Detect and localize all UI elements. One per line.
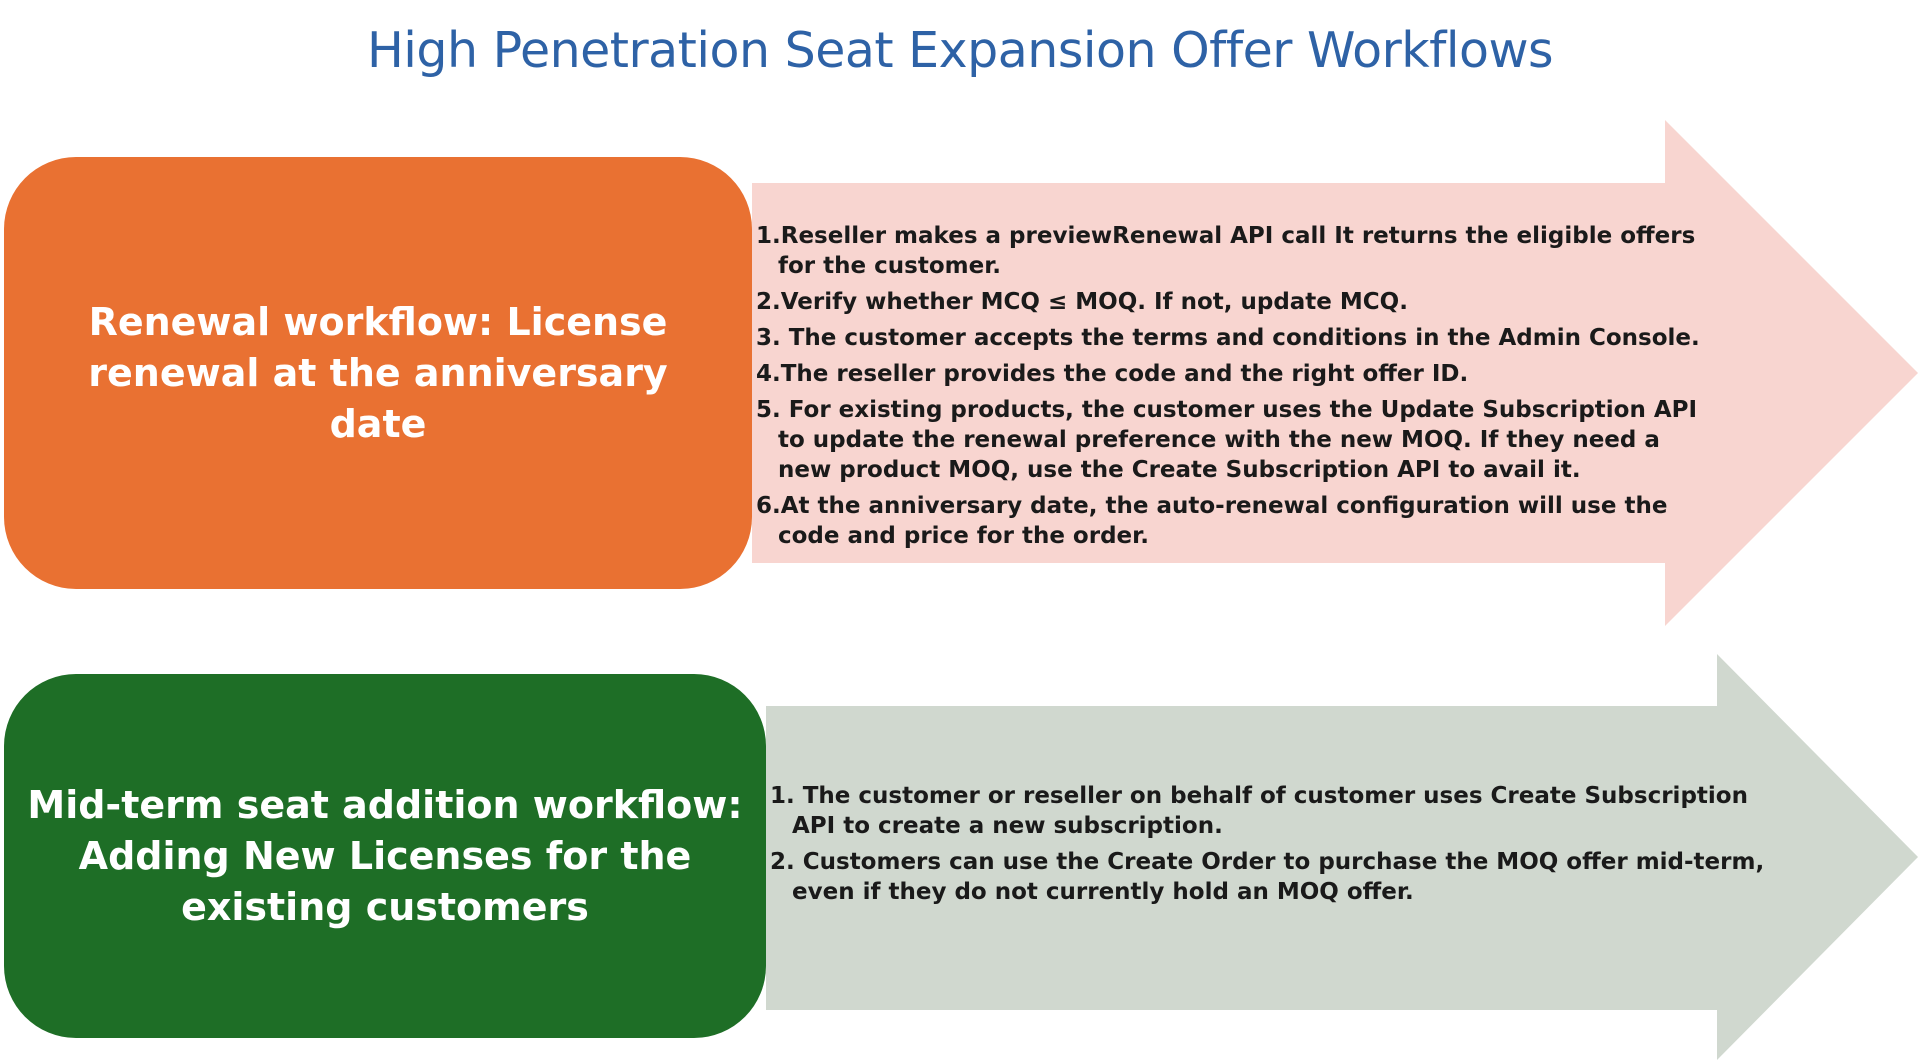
renewal-workflow-label: Renewal workflow: License renewal at the…	[88, 299, 668, 446]
renewal-step: 5. For existing products, the customer u…	[756, 397, 1698, 483]
renewal-step: 1.Reseller makes a previewRenewal API ca…	[756, 223, 1696, 279]
page-title: High Penetration Seat Expansion Offer Wo…	[366, 22, 1554, 79]
renewal-step: 6.At the anniversary date, the auto-rene…	[756, 493, 1668, 549]
renewal-step: 3. The customer accepts the terms and co…	[756, 325, 1700, 351]
renewal-steps-list: 1.Reseller makes a previewRenewal API ca…	[756, 221, 1716, 557]
renewal-step: 2.Verify whether MCQ ≤ MOQ. If not, upda…	[756, 289, 1408, 315]
midterm-step: 1. The customer or reseller on behalf of…	[770, 783, 1748, 839]
midterm-arrow	[766, 654, 1918, 1060]
renewal-arrow	[752, 120, 1918, 626]
midterm-workflow-box: Mid-term seat addition workflow: Adding …	[4, 674, 766, 1038]
renewal-step: 4.The reseller provides the code and the…	[756, 361, 1469, 387]
midterm-workflow-label: Mid-term seat addition workflow: Adding …	[27, 782, 743, 929]
renewal-workflow-box: Renewal workflow: License renewal at the…	[4, 157, 752, 589]
midterm-step: 2. Customers can use the Create Order to…	[770, 849, 1765, 905]
midterm-steps-list: 1. The customer or reseller on behalf of…	[770, 781, 1770, 913]
